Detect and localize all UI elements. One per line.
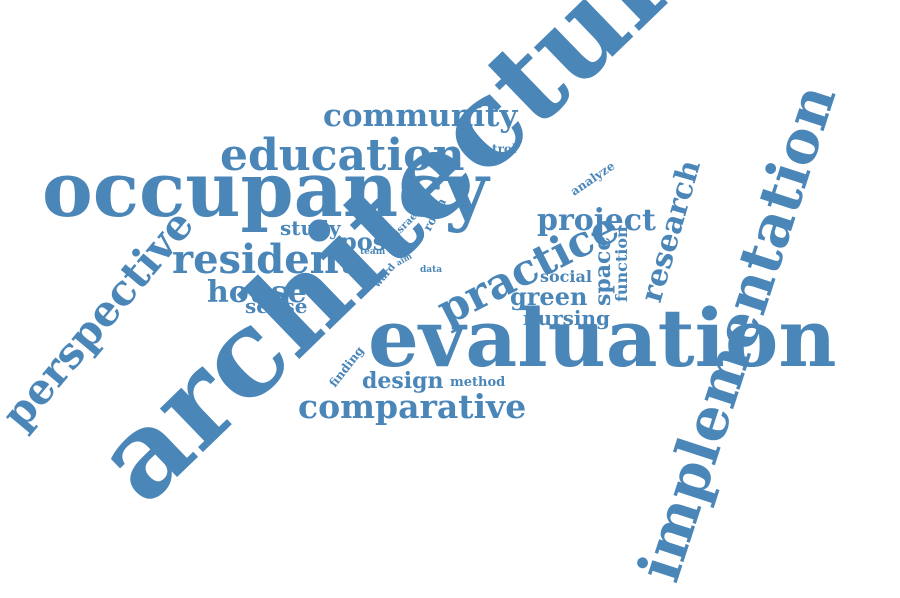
word-social: social <box>540 267 592 286</box>
word-design: design <box>362 368 444 394</box>
word-comparative: comparative <box>298 387 526 426</box>
word-method: method <box>450 375 505 390</box>
word-control: control <box>468 142 517 156</box>
word-community: community <box>323 98 518 134</box>
word-sense: sense <box>245 294 308 318</box>
word-study: study <box>280 216 342 240</box>
word-post: post <box>340 227 397 256</box>
word-evaluation: evaluation <box>368 291 836 385</box>
word-project: project <box>537 203 656 238</box>
word-function: function <box>612 226 631 302</box>
word-green: green <box>510 282 587 311</box>
word-resident: resident <box>172 236 358 283</box>
word-space: space <box>590 237 616 306</box>
word-data: data <box>420 265 442 275</box>
word-nursing: nursing <box>523 306 610 330</box>
word-team: team <box>360 247 386 257</box>
word-house: house <box>207 275 307 310</box>
word-education: education <box>220 130 464 181</box>
word-occupancy: occupancy <box>42 145 490 234</box>
